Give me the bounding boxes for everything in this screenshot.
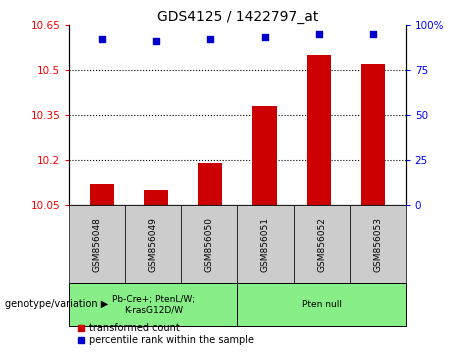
Point [261, 35, 268, 40]
Bar [125, 205, 181, 283]
Point [369, 31, 377, 37]
Point [315, 31, 323, 37]
Bar [252, 106, 277, 205]
Text: GSM856051: GSM856051 [261, 217, 270, 272]
Bar [294, 205, 349, 283]
Bar [198, 163, 223, 205]
Bar [69, 205, 125, 283]
Bar [181, 205, 237, 283]
Bar [349, 205, 406, 283]
Text: genotype/variation ▶: genotype/variation ▶ [5, 299, 108, 309]
Text: Pb-Cre+; PtenL/W;
K-rasG12D/W: Pb-Cre+; PtenL/W; K-rasG12D/W [112, 295, 195, 314]
Text: Pten null: Pten null [301, 300, 342, 309]
Bar [307, 55, 331, 205]
Bar [144, 190, 168, 205]
Bar [89, 184, 114, 205]
Text: GSM856053: GSM856053 [373, 217, 382, 272]
Title: GDS4125 / 1422797_at: GDS4125 / 1422797_at [157, 10, 318, 24]
Text: GSM856052: GSM856052 [317, 217, 326, 272]
Bar [361, 64, 385, 205]
Bar [69, 283, 237, 326]
Bar [237, 205, 294, 283]
Point [98, 36, 106, 42]
Legend: transformed count, percentile rank within the sample: transformed count, percentile rank withi… [74, 319, 258, 349]
Text: GSM856048: GSM856048 [93, 217, 102, 272]
Text: GSM856050: GSM856050 [205, 217, 214, 272]
Bar [237, 283, 406, 326]
Text: GSM856049: GSM856049 [149, 217, 158, 272]
Point [207, 36, 214, 42]
Point [152, 38, 160, 44]
